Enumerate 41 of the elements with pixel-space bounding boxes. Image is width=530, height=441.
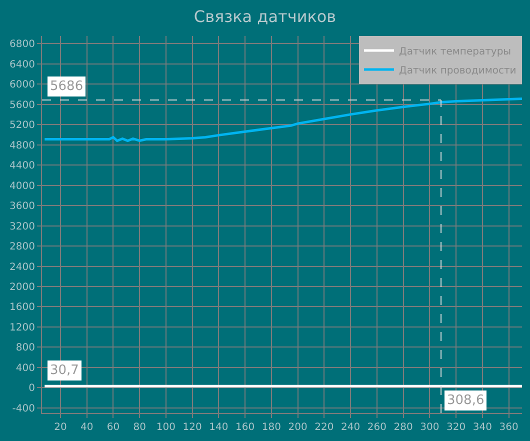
x-tick-label: 200 <box>288 422 308 433</box>
y-tick-label: 1200 <box>10 322 35 334</box>
x-tick-label: 360 <box>499 422 518 433</box>
x-tick-label: 60 <box>106 422 120 433</box>
x-tick-label: 280 <box>394 422 413 433</box>
y-tick-label: 4000 <box>10 180 35 192</box>
x-tick-label: 220 <box>314 422 334 433</box>
y-tick-label: 800 <box>16 342 35 354</box>
x-tick-label: 180 <box>262 422 281 433</box>
y-tick-label: 4400 <box>10 160 35 172</box>
y-tick-label: 6400 <box>10 59 35 70</box>
x-tick-label: 340 <box>472 422 492 433</box>
annotation: 30,7 <box>50 363 79 378</box>
y-tick-label: 0 <box>28 383 35 394</box>
y-tick-label: 1600 <box>10 302 35 314</box>
y-tick-label: 5200 <box>10 120 35 132</box>
y-tick-label: 5600 <box>10 100 35 111</box>
y-tick-label: 4800 <box>10 140 35 152</box>
x-tick-label: 240 <box>341 422 360 433</box>
y-tick-label: 3600 <box>10 201 35 212</box>
y-tick-label: 6000 <box>10 80 35 91</box>
x-tick-label: 40 <box>80 422 94 433</box>
y-tick-label: 400 <box>16 362 35 374</box>
chart-title: Связка датчиков <box>194 7 336 26</box>
y-tick-label: 2400 <box>10 262 35 273</box>
x-tick-label: 320 <box>446 422 466 433</box>
x-tick-label: 260 <box>367 422 386 433</box>
x-tick-label: 140 <box>209 422 228 433</box>
y-tick-label: 2000 <box>10 282 35 293</box>
y-tick-label: 3200 <box>10 221 35 232</box>
x-tick-label: 160 <box>236 422 255 433</box>
ref-line-label: 308,6 <box>447 393 484 408</box>
y-tick-label: 6800 <box>10 39 35 50</box>
y-tick-label: 2800 <box>10 242 35 253</box>
x-tick-label: 120 <box>182 422 202 433</box>
ref-line-label: 5686 <box>50 79 84 94</box>
y-tick-label: -400 <box>12 403 35 414</box>
x-tick-label: 80 <box>133 422 146 433</box>
x-tick-label: 300 <box>420 422 440 433</box>
x-tick-label: 20 <box>54 422 67 433</box>
x-tick-label: 100 <box>156 422 176 433</box>
